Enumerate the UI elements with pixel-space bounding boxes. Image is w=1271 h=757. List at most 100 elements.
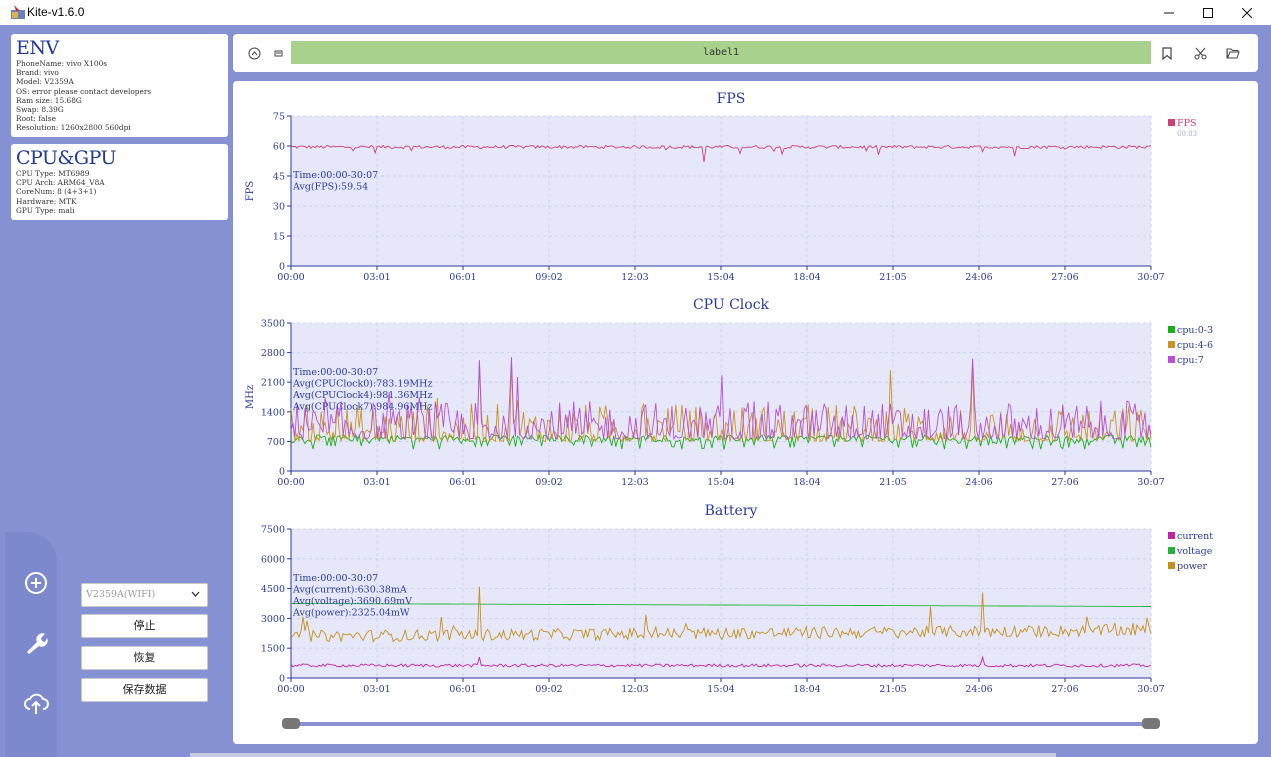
mini-window-icon — [274, 50, 282, 56]
charts-panel: FPS 0 15 30 45 60 75 00:00 03:01 06:01 09:02 12:03 1… — [233, 81, 1258, 744]
kite-app-icon — [11, 5, 25, 19]
y-tick-label: 4500 — [261, 584, 285, 595]
x-tick-label: 24:06 — [965, 684, 992, 695]
env-brand: Brand: vivo — [16, 68, 59, 78]
chart-annotation: Time:00:00-30:07 — [293, 170, 378, 181]
cpu-arch: CPU Arch: ARM64_V8A — [16, 178, 105, 188]
x-tick-label: 15:04 — [707, 272, 734, 283]
x-tick-label: 27:06 — [1051, 272, 1078, 283]
x-tick-label: 00:00 — [277, 272, 304, 283]
slider-handle-start[interactable] — [282, 718, 300, 729]
chart-0: FPS 0 15 30 45 60 75 00:00 03:01 06:01 09:02 12:03 1… — [245, 91, 1197, 283]
slider-handle-end[interactable] — [1142, 718, 1160, 729]
mini-window-button[interactable] — [270, 45, 286, 61]
circle-arrow-button[interactable] — [246, 45, 262, 61]
x-tick-label: 09:02 — [535, 272, 562, 283]
cpu-corenum: CoreNum: 8 (4+3+1) — [16, 187, 97, 197]
left-rail — [5, 532, 57, 757]
scissors-button[interactable] — [1192, 45, 1208, 61]
wrench-icon[interactable] — [23, 630, 49, 656]
y-tick-label: 700 — [267, 437, 285, 448]
env-title: ENV — [16, 37, 59, 59]
x-tick-label: 00:00 — [277, 477, 304, 488]
add-circle-icon[interactable] — [23, 570, 49, 596]
legend-swatch — [1168, 341, 1175, 348]
series-line-FPS — [290, 144, 1152, 163]
y-axis-label: FPS — [245, 181, 256, 202]
x-tick-label: 27:06 — [1051, 477, 1078, 488]
title-bar: Kite-v1.6.0 — [0, 0, 1271, 25]
x-tick-label: 12:03 — [621, 272, 648, 283]
env-resolution: Resolution: 1260x2800 560dpi — [16, 123, 131, 133]
close-button[interactable] — [1228, 0, 1266, 25]
legend-label: current — [1177, 531, 1213, 542]
x-tick-label: 03:01 — [363, 272, 390, 283]
legend-swatch — [1168, 356, 1175, 363]
bookmark-button[interactable] — [1159, 45, 1175, 61]
x-tick-label: 18:04 — [793, 477, 820, 488]
minimize-button[interactable] — [1150, 0, 1188, 25]
chart-annotation: Avg(voltage):3690.69mV — [292, 596, 412, 607]
x-tick-label: 24:06 — [965, 477, 992, 488]
x-tick-label: 06:01 — [449, 272, 476, 283]
maximize-button[interactable] — [1189, 0, 1227, 25]
device-select[interactable]: V2359A(WIFI) — [81, 583, 208, 607]
series-line-current — [290, 655, 1152, 668]
chart-2: Battery 0 1500 3000 4500 6000 7500 00:00 03:01 06… — [261, 503, 1213, 695]
x-tick-label: 09:02 — [535, 684, 562, 695]
toolbar: label1 — [233, 34, 1258, 72]
window-title: Kite-v1.6.0 — [27, 5, 85, 19]
scissors-icon — [1194, 47, 1206, 59]
chart-annotation: Time:00:00-30:07 — [293, 367, 378, 378]
x-tick-label: 18:04 — [793, 272, 820, 283]
stop-button[interactable]: 停止 — [81, 614, 208, 638]
bookmark-icon — [1162, 46, 1172, 60]
x-tick-label: 03:01 — [363, 684, 390, 695]
x-tick-label: 15:04 — [707, 477, 734, 488]
chart-title: CPU Clock — [693, 297, 770, 313]
gpu-type: GPU Type: mali — [16, 205, 75, 215]
chart-annotation: Avg(current):630.38mA — [292, 585, 407, 596]
label-bar[interactable]: label1 — [291, 41, 1151, 64]
cpugpu-title: CPU&GPU — [16, 147, 117, 169]
x-tick-label: 21:05 — [879, 684, 906, 695]
chart-annotation: Time:00:00-30:07 — [293, 573, 378, 584]
legend-swatch — [1168, 562, 1175, 569]
x-tick-label: 06:01 — [449, 684, 476, 695]
save-data-button[interactable]: 保存数据 — [81, 678, 208, 702]
resume-button[interactable]: 恢复 — [81, 646, 208, 670]
chart-1: CPU Clock 0 700 1400 2100 2800 3500 00:00 03:01 0… — [245, 297, 1213, 488]
charts-canvas: FPS 0 15 30 45 60 75 00:00 03:01 06:01 09:02 12:03 1… — [245, 91, 1213, 729]
series-line-cpu:4-6 — [290, 360, 1152, 443]
env-phone-name: PhoneName: vivo X100s — [16, 59, 108, 68]
y-axis-label: MHz — [245, 385, 256, 409]
chart-annotation: Avg(CPUClock7):984.96MHz — [292, 402, 432, 413]
upload-cloud-icon[interactable] — [23, 690, 49, 716]
env-card: ENV PhoneName: vivo X100s Brand: vivo Mo… — [11, 34, 228, 137]
env-model: Model: V2359A — [16, 77, 74, 87]
chart-annotation: Avg(power):2325.04mW — [292, 608, 410, 619]
series-line-cpu:7 — [290, 357, 1152, 441]
y-tick-label: 2100 — [261, 378, 285, 389]
y-tick-label: 1500 — [261, 644, 285, 655]
x-tick-label: 30:07 — [1137, 272, 1164, 283]
device-select-value: V2359A(WIFI) — [86, 589, 156, 600]
x-tick-label: 12:03 — [621, 477, 648, 488]
y-tick-label: 60 — [273, 142, 285, 153]
x-tick-label: 21:05 — [879, 272, 906, 283]
y-tick-label: 0 — [279, 262, 285, 273]
chart-title: Battery — [705, 503, 758, 519]
legend-label: voltage — [1176, 546, 1213, 557]
cpu-type: CPU Type: MT6989 — [16, 169, 90, 178]
env-swap: Swap: 8.39G — [16, 105, 64, 115]
x-tick-label: 30:07 — [1137, 684, 1164, 695]
env-os: OS: error please contact developers — [16, 86, 152, 96]
y-tick-label: 30 — [273, 202, 285, 213]
window-scrollbar[interactable] — [190, 753, 1056, 757]
legend-label: power — [1177, 561, 1208, 572]
range-slider[interactable] — [282, 718, 1160, 729]
folder-open-button[interactable] — [1225, 45, 1241, 61]
circle-arrow-icon — [248, 47, 260, 59]
maximize-icon — [1203, 7, 1213, 18]
y-tick-label: 3000 — [261, 614, 285, 625]
